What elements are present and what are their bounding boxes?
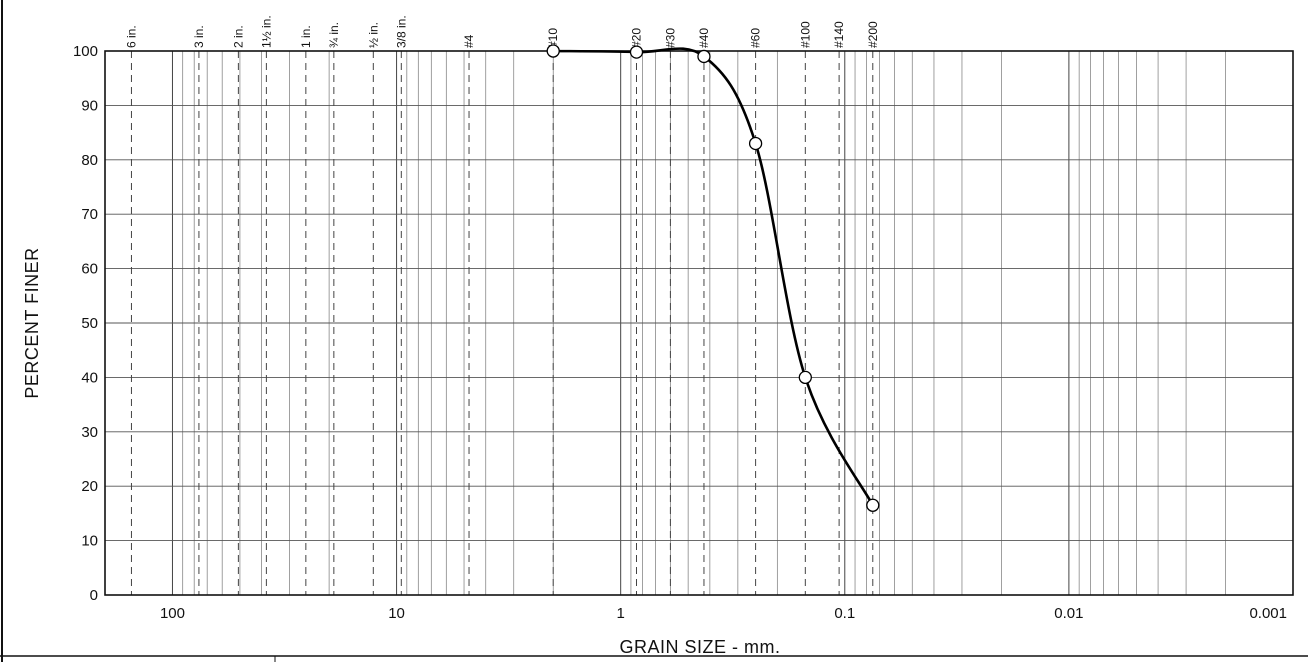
sieve-label: ¾ in. (327, 22, 341, 48)
series-line (553, 47, 874, 506)
x-tick-label: 100 (160, 605, 185, 622)
y-tick-label: 100 (73, 43, 98, 60)
plot-frame (104, 50, 1294, 596)
gradation-curve (546, 44, 880, 512)
x-axis-title: GRAIN SIZE - mm. (620, 637, 781, 657)
sieve-label: 1 in. (299, 25, 313, 48)
data-point (748, 136, 763, 151)
sieve-markers: 6 in. 3 in. 2 in. 1½ in. 1 in. ¾ in. ½ in. 3/8 … (124, 15, 880, 595)
sieve-label: 3 in. (192, 25, 206, 48)
x-tick-label: 0.01 (1054, 605, 1083, 622)
sieve-label: #100 (798, 21, 812, 48)
sieve-label: 6 in. (124, 25, 138, 48)
sieve-label: 3/8 in. (394, 15, 408, 48)
sieve-label: #40 (697, 28, 711, 48)
y-tick-label: 50 (81, 315, 98, 332)
y-tick-label: 10 (81, 533, 98, 550)
data-point (697, 49, 711, 64)
sieve-label: 2 in. (231, 25, 245, 48)
sieve-label: 1½ in. (259, 15, 273, 48)
data-point (546, 44, 560, 58)
y-tick-label: 70 (81, 206, 98, 223)
y-tick-label: 60 (81, 261, 98, 278)
y-tick-label: 80 (81, 152, 98, 169)
y-tick-label: 40 (81, 369, 98, 386)
x-tick-label: 10 (388, 605, 405, 622)
sieve-label: #200 (866, 21, 880, 48)
y-tick-label: 30 (81, 424, 98, 441)
x-tick-label: 0.001 (1249, 605, 1287, 622)
sieve-label: #20 (629, 28, 643, 48)
y-tick-label: 90 (81, 97, 98, 114)
y-axis-title: PERCENT FINER (22, 247, 42, 398)
plot-grid (104, 50, 1294, 596)
y-tick-labels: 0 10 20 30 40 50 60 70 80 90 100 (73, 43, 98, 604)
data-point (866, 498, 880, 512)
sieve-label: #10 (546, 28, 560, 48)
data-point (798, 370, 812, 385)
data-point (629, 45, 644, 59)
sieve-label: #140 (832, 21, 846, 48)
sieve-label: #30 (663, 28, 677, 48)
y-tick-label: 0 (90, 587, 98, 604)
x-tick-labels: 100 10 1 0.1 0.01 0.001 (160, 605, 1287, 622)
sieve-label: #4 (462, 34, 476, 48)
x-tick-label: 1 (617, 605, 625, 622)
sieve-label: ½ in. (366, 22, 380, 48)
x-tick-label: 0.1 (834, 605, 855, 622)
sieve-label: #60 (749, 28, 763, 48)
y-tick-label: 20 (81, 478, 98, 495)
